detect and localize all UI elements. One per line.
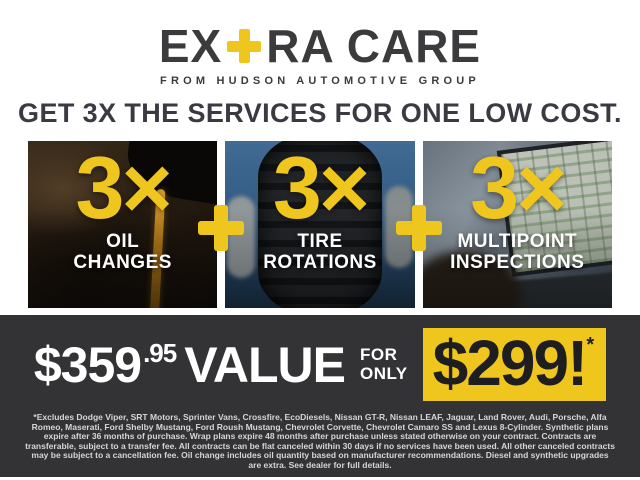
sale-asterisk: * xyxy=(586,334,595,356)
header: EX RA CARE FROM HUDSON AUTOMOTIVE GROUP … xyxy=(0,22,640,129)
oil-pour-photo xyxy=(28,141,218,308)
panel-oil-overlay: 3× OIL CHANGES xyxy=(28,141,217,273)
label-inspect-line2: INSPECTIONS xyxy=(450,251,585,273)
value-label: VALUE xyxy=(184,336,346,393)
offer-band: $359.95 VALUE FOR ONLY $299! * *Excludes D… xyxy=(0,315,640,477)
only-label: ONLY xyxy=(359,363,408,383)
sale-price: $299! xyxy=(432,327,589,399)
tagline: FROM HUDSON AUTOMOTIVE GROUP xyxy=(160,75,480,87)
panel-tire-rotations: 3× TIRE ROTATIONS xyxy=(225,141,415,308)
panel-multipoint-inspections: 3× MULTIPOINT INSPECTIONS xyxy=(422,141,612,308)
logo-text-ex: EX xyxy=(158,20,223,72)
label-tire-line1: TIRE xyxy=(297,230,343,252)
panel-tire-overlay: 3× TIRE ROTATIONS xyxy=(225,141,414,273)
panel-oil-changes: 3× OIL CHANGES xyxy=(28,141,218,308)
panel-inspect-overlay: 3× MULTIPOINT INSPECTIONS xyxy=(423,141,612,273)
label-tire-line2: ROTATIONS xyxy=(263,251,377,273)
plus-icon xyxy=(198,205,244,251)
for-only-label: FOR ONLY xyxy=(359,344,408,383)
tire-held-photo xyxy=(225,141,415,308)
plus-icon xyxy=(227,29,262,63)
service-panels: 3× OIL CHANGES 3× TIRE ROTATIONS xyxy=(0,141,640,308)
sale-price-box: $299! * xyxy=(422,327,607,402)
extra-care-logo: EX RA CARE xyxy=(0,22,640,70)
for-label: FOR xyxy=(359,344,398,364)
multiplier-inspect: 3× xyxy=(470,141,567,237)
label-oil-line1: OIL xyxy=(106,230,140,252)
label-multipoint-inspections: MULTIPOINT INSPECTIONS xyxy=(423,231,612,274)
logo-text-ra-care: RA CARE xyxy=(266,20,482,72)
disclaimer-text: *Excludes Dodge Viper, SRT Motors, Sprin… xyxy=(25,412,615,470)
value-dollars: $359 xyxy=(33,336,142,393)
laptop-diagnostics-photo xyxy=(422,141,612,308)
multiplier-oil: 3× xyxy=(75,141,172,237)
value-price: $359.95 VALUE xyxy=(33,336,346,393)
multiplier-tire: 3× xyxy=(272,141,370,237)
plus-icon xyxy=(396,205,442,251)
label-tire-rotations: TIRE ROTATIONS xyxy=(225,231,414,274)
laptop-keyboard-shape xyxy=(476,271,612,308)
value-cents: .95 xyxy=(143,337,177,368)
label-inspect-line1: MULTIPOINT xyxy=(457,230,578,252)
headline: GET 3X THE SERVICES FOR ONE LOW COST. xyxy=(18,98,622,128)
label-oil-line2: CHANGES xyxy=(73,251,172,273)
price-row: $359.95 VALUE FOR ONLY $299! * xyxy=(0,315,640,402)
label-oil-changes: OIL CHANGES xyxy=(28,231,217,274)
